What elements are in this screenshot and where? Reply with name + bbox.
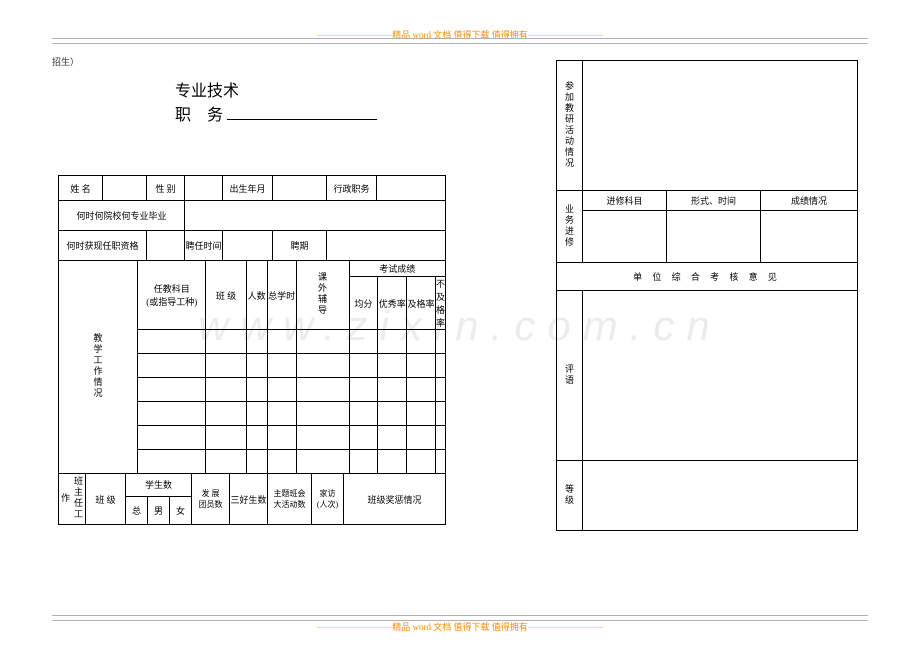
title-line-2: 职 务 (175, 104, 377, 128)
note-text: 招生） (52, 55, 79, 68)
field-comment (583, 291, 858, 461)
label-youth: 发 展 团员数 (192, 474, 230, 525)
label-graduation: 何时何院校何专业毕业 (59, 201, 185, 231)
field-gender (185, 176, 223, 201)
field-training-subject (583, 211, 667, 263)
homeroom-table: 班主任工作 班 级 学生数 发 展 团员数 三好生数 主题班会 大活动数 家访 … (58, 473, 446, 525)
right-table: 参加教研活动情况 业务进修 进修科目 形式、时间 成绩情况 单 位 综 合 考 … (556, 60, 858, 531)
label-training-result: 成绩情况 (761, 191, 858, 211)
field-qualification (147, 231, 185, 261)
field-hire-time (223, 231, 273, 261)
title-line-1: 专业技术 (175, 80, 377, 104)
document-title: 专业技术 职 务 (175, 80, 377, 128)
cell (138, 378, 206, 402)
label-class: 班 级 (206, 261, 246, 330)
right-form: 参加教研活动情况 业务进修 进修科目 形式、时间 成绩情况 单 位 综 合 考 … (556, 60, 858, 531)
label-fail: 不及格率 (435, 277, 445, 330)
label-theme: 主题班会 大活动数 (268, 474, 312, 525)
label-training-subject: 进修科目 (583, 191, 667, 211)
label-visit: 家访 (人次) (312, 474, 344, 525)
label-total: 总 (126, 496, 148, 524)
label-homeroom: 班主任工作 (59, 474, 85, 522)
cell (138, 330, 206, 354)
left-form: 姓 名 性 别 出生年月 行政职务 何时何院校何专业毕业 何时获现任职资格 聘任… (58, 175, 446, 525)
label-avg: 均分 (349, 277, 378, 330)
field-training-form (667, 211, 761, 263)
field-admin (377, 176, 446, 201)
cell (138, 426, 206, 450)
bottom-banner: 精品 word 文档 值得下载 值得拥有 (317, 620, 603, 633)
top-rule-2 (52, 43, 868, 44)
label-grade: 等级 (563, 484, 576, 506)
label-exam: 考试成绩 (349, 261, 445, 277)
label-remedial: 课外辅导 (316, 272, 329, 316)
label-female: 女 (170, 496, 192, 524)
label-gender: 性 别 (147, 176, 185, 201)
teaching-table: 教学工作情况 任教科目 (或指导工种) 班 级 人数 总学时 课外辅导 考试成绩… (58, 260, 446, 474)
label-name: 姓 名 (59, 176, 103, 201)
label-training-form: 形式、时间 (667, 191, 761, 211)
label-teaching-work: 教学工作情况 (92, 333, 105, 399)
cell (138, 450, 206, 474)
label-hire-time: 聘任时间 (185, 231, 223, 261)
label-good: 三好生数 (230, 474, 268, 525)
top-rule-1 (52, 38, 868, 39)
field-grade (583, 461, 858, 531)
label-qualification: 何时获现任职资格 (59, 231, 147, 261)
label-hr-class: 班 级 (86, 474, 126, 525)
field-name (103, 176, 147, 201)
label-subject: 任教科目 (或指导工种) (138, 261, 206, 330)
label-hours: 总学时 (267, 261, 296, 330)
field-training-result (761, 211, 858, 263)
label-comment: 评语 (563, 364, 576, 386)
label-birth: 出生年月 (223, 176, 273, 201)
label-training: 业务进修 (563, 204, 576, 248)
title-underline (227, 119, 377, 120)
label-activity: 参加教研活动情况 (563, 81, 576, 169)
top-banner: 精品 word 文档 值得下载 值得拥有 (317, 28, 603, 41)
cell (138, 354, 206, 378)
basic-info-table: 姓 名 性 别 出生年月 行政职务 何时何院校何专业毕业 何时获现任职资格 聘任… (58, 175, 446, 261)
field-activity (583, 61, 858, 191)
field-birth (273, 176, 327, 201)
label-pass: 及格率 (407, 277, 436, 330)
field-graduation (185, 201, 446, 231)
label-students: 学生数 (126, 474, 192, 497)
bottom-rule-2 (52, 615, 868, 616)
cell (138, 402, 206, 426)
label-male: 男 (148, 496, 170, 524)
label-unit-opinion: 单 位 综 合 考 核 意 见 (557, 263, 858, 291)
label-count: 人数 (246, 261, 267, 330)
label-term: 聘期 (273, 231, 327, 261)
field-term (327, 231, 446, 261)
label-excellent: 优秀率 (378, 277, 407, 330)
label-award: 班级奖惩情况 (344, 474, 446, 525)
label-admin: 行政职务 (327, 176, 377, 201)
